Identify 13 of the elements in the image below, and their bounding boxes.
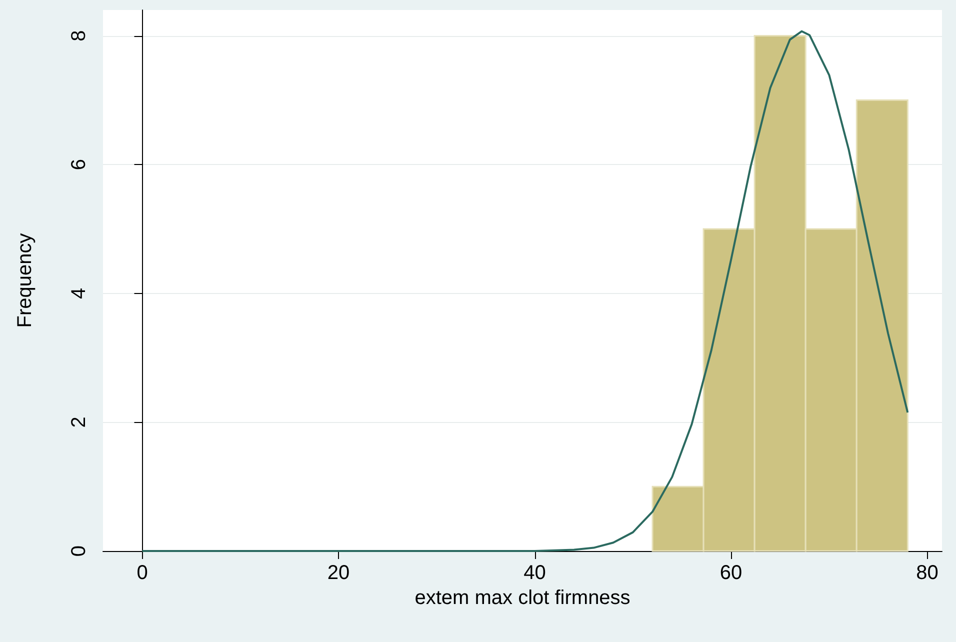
x-tick-label: 60	[720, 562, 742, 584]
y-tick-label: 2	[68, 416, 90, 428]
y-tick-label: 4	[68, 288, 90, 299]
y-tick-label: 6	[68, 159, 90, 170]
x-tick-label: 40	[524, 562, 546, 584]
y-tick-label: 8	[68, 30, 90, 42]
x-tick-label: 0	[136, 562, 148, 584]
x-tick-label: 20	[327, 562, 350, 584]
x-axis-title: extem max clot firmness	[414, 586, 630, 609]
line-series	[141, 30, 909, 552]
y-tick-label: 0	[68, 545, 90, 557]
y-axis-title: Frequency	[14, 233, 36, 328]
x-tick-label: 80	[916, 562, 938, 584]
